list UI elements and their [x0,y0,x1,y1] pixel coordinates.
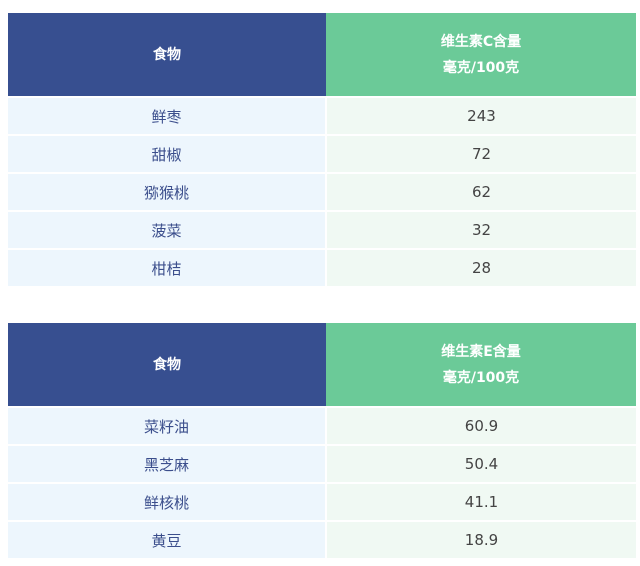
food-cell: 黑芝麻 [8,444,327,483]
food-cell: 甜椒 [8,134,327,173]
value-cell: 28 [326,248,636,286]
table-row: 黑芝麻 50.4 [8,444,636,483]
vitamin-c-table: 食物 维生素C含量 毫克/100克 鲜枣 243 甜椒 72 猕猴桃 62 菠菜 32 柑桔 28 [8,13,636,286]
table-row: 黄豆 18.9 [8,520,636,558]
value-cell: 243 [326,96,636,135]
header-value: 维生素C含量 毫克/100克 [326,13,636,97]
table-row: 菜籽油 60.9 [8,406,636,445]
value-cell: 41.1 [326,482,636,521]
header-value: 维生素E含量 毫克/100克 [326,323,636,407]
table-header-row: 食物 维生素E含量 毫克/100克 [8,323,636,407]
value-cell: 62 [326,172,636,211]
value-cell: 32 [326,210,636,249]
food-cell: 鲜核桃 [8,482,327,521]
header-value-line2: 毫克/100克 [442,369,520,386]
table-row: 猕猴桃 62 [8,172,636,211]
food-cell: 鲜枣 [8,96,327,135]
header-value-line2: 毫克/100克 [442,59,520,76]
table-row: 甜椒 72 [8,134,636,173]
table-row: 鲜枣 243 [8,96,636,135]
food-cell: 黄豆 [8,520,327,558]
food-cell: 猕猴桃 [8,172,327,211]
value-cell: 50.4 [326,444,636,483]
vitamin-e-table: 食物 维生素E含量 毫克/100克 菜籽油 60.9 黑芝麻 50.4 鲜核桃 41.1 黄豆… [8,323,636,558]
food-cell: 柑桔 [8,248,327,286]
header-value-line1: 维生素E含量 [441,343,521,360]
header-food: 食物 [8,13,326,97]
value-cell: 60.9 [326,406,636,445]
food-cell: 菜籽油 [8,406,327,445]
food-cell: 菠菜 [8,210,327,249]
table-row: 鲜核桃 41.1 [8,482,636,521]
table-row: 菠菜 32 [8,210,636,249]
header-value-line1: 维生素C含量 [440,33,522,50]
table-header-row: 食物 维生素C含量 毫克/100克 [8,13,636,97]
value-cell: 18.9 [326,520,636,558]
value-cell: 72 [326,134,636,173]
table-row: 柑桔 28 [8,248,636,286]
header-food: 食物 [8,323,326,407]
